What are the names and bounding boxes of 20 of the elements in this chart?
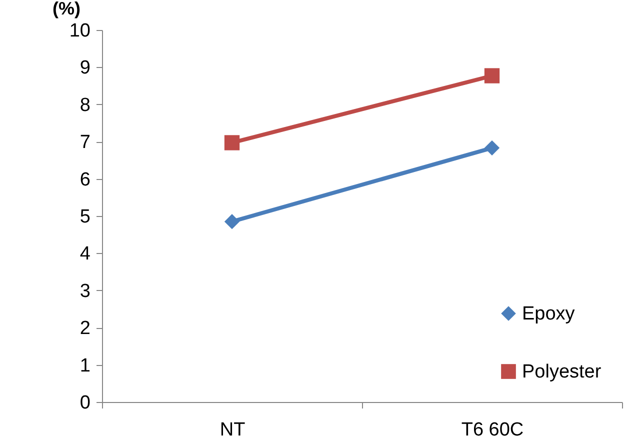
y-tick-label: 4 [80,244,91,265]
y-axis-title: (%) [52,0,80,18]
y-tick-label: 10 [69,20,90,42]
legend-label: Polyester [522,362,602,382]
y-tick-label: 3 [80,280,90,302]
y-tick-label: 9 [80,58,90,79]
y-tick-label: 6 [80,169,90,190]
point [484,68,500,84]
point [224,214,240,230]
y-tick-label: 2 [80,318,90,340]
point [484,140,500,156]
y-tick-label: 5 [80,206,90,228]
legend-label: Epoxy [522,304,576,324]
x-tick-label: T6 60C [461,420,524,440]
y-tick-label: 7 [80,132,90,154]
y-tick-label: 0 [80,392,90,414]
point [224,135,240,150]
y-tick-label: 1 [80,355,90,376]
y-tick-label: 8 [80,94,90,116]
x-tick-label: NT [220,420,246,440]
